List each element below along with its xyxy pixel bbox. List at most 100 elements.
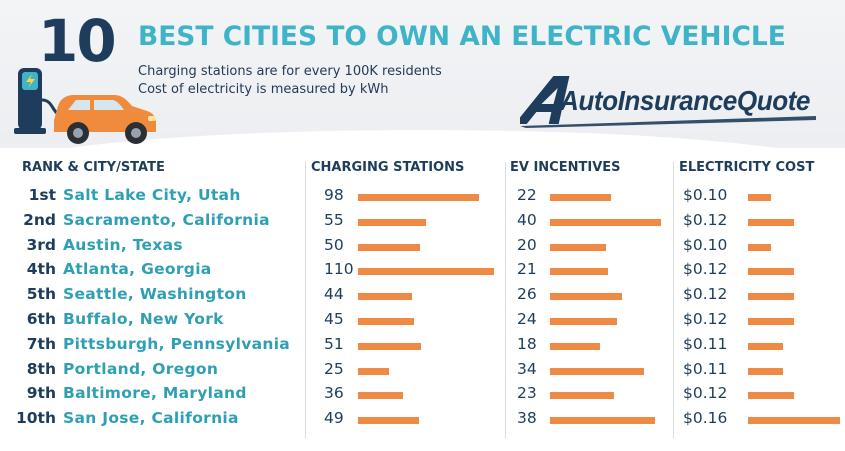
table-row: 8th Portland, Oregon 25 34 $0.11 <box>0 360 845 385</box>
incentives-value: 23 <box>517 384 537 403</box>
incentives-bar <box>550 194 611 201</box>
incentives-value: 20 <box>517 235 537 254</box>
rank-label: 5th <box>26 285 56 304</box>
column-divider <box>673 162 674 438</box>
subtitle-stations-note: Charging stations are for every 100K res… <box>138 64 442 79</box>
city-name: Portland, Oregon <box>63 359 219 378</box>
table-row: 4th Atlanta, Georgia 110 21 $0.12 <box>0 260 845 285</box>
incentives-value: 22 <box>517 186 537 204</box>
stations-bar <box>358 318 414 325</box>
electricity-cost-value: $0.10 <box>683 186 728 204</box>
rank-label: 9th <box>26 384 56 403</box>
table-row: 7th Pittsburgh, Pennsylvania 51 18 $0.11 <box>0 335 845 360</box>
ev-car-illustration <box>14 68 156 144</box>
rank-label: 3rd <box>26 235 56 254</box>
electricity-cost-value: $0.12 <box>683 310 728 328</box>
rank-label: 4th <box>26 260 56 279</box>
electricity-cost-bar <box>748 392 794 400</box>
city-name: Sacramento, California <box>63 210 270 229</box>
rank-label: 6th <box>26 310 56 328</box>
column-divider <box>305 162 306 438</box>
subtitle-electricity-note: Cost of electricity is measured by kWh <box>138 82 389 97</box>
table-row: 9th Baltimore, Maryland 36 23 $0.12 <box>0 384 845 409</box>
electricity-cost-value: $0.12 <box>683 384 728 403</box>
stations-value: 25 <box>324 359 344 378</box>
city-name: Austin, Texas <box>63 235 183 254</box>
city-name: Salt Lake City, Utah <box>63 186 241 204</box>
electricity-cost-value: $0.10 <box>683 235 728 254</box>
rank-label: 2nd <box>23 210 56 229</box>
stations-value: 45 <box>324 310 344 328</box>
electricity-cost-bar <box>748 342 783 350</box>
electricity-cost-bar <box>748 417 840 425</box>
column-divider <box>505 162 506 438</box>
rank-label: 7th <box>26 334 56 353</box>
table-row: 6th Buffalo, New York 45 24 $0.12 <box>0 310 845 335</box>
electricity-cost-value: $0.16 <box>683 409 728 428</box>
electricity-cost-value: $0.12 <box>683 285 728 304</box>
city-name: San Jose, California <box>63 409 239 428</box>
page-title: BEST CITIES TO OWN AN ELECTRIC VEHICLE <box>138 21 786 52</box>
city-name: Pittsburgh, Pennsylvania <box>63 334 291 353</box>
incentives-value: 34 <box>517 359 537 378</box>
stations-value: 55 <box>324 210 344 229</box>
stations-value: 44 <box>324 285 344 304</box>
column-header-stations: CHARGING STATIONS <box>311 160 465 175</box>
stations-bar <box>358 392 403 400</box>
table-row: 2nd Sacramento, California 55 40 $0.12 <box>0 211 845 236</box>
incentives-bar <box>550 293 622 301</box>
table-row: 1st Salt Lake City, Utah 98 22 $0.10 <box>0 186 845 211</box>
column-header-electricity: ELECTRICITY COST <box>679 160 815 175</box>
electricity-cost-value: $0.11 <box>683 334 728 353</box>
incentives-value: 38 <box>517 409 537 428</box>
stations-value: 50 <box>324 235 344 254</box>
stations-value: 51 <box>324 334 344 353</box>
incentives-bar <box>550 392 614 400</box>
table-row: 10th San Jose, California 49 38 $0.16 <box>0 409 845 434</box>
incentives-bar <box>550 218 661 226</box>
table-row: 5th Seattle, Washington 44 26 $0.12 <box>0 285 845 310</box>
electricity-cost-value: $0.12 <box>683 260 728 279</box>
stations-bar <box>358 342 421 350</box>
incentives-bar <box>550 318 617 325</box>
incentives-bar <box>550 342 600 350</box>
headline-number: 10 <box>38 7 117 75</box>
stations-bar <box>358 243 420 251</box>
incentives-value: 24 <box>517 310 537 328</box>
charging-station-icon <box>14 68 59 134</box>
stations-value: 98 <box>324 186 344 204</box>
electricity-cost-bar <box>748 243 771 251</box>
city-name: Atlanta, Georgia <box>63 260 212 279</box>
stations-bar <box>358 293 412 301</box>
city-name: Seattle, Washington <box>63 285 247 304</box>
stations-bar <box>358 417 419 425</box>
brand-logo: AutoInsuranceQuote <box>520 76 816 128</box>
table-row: 3rd Austin, Texas 50 20 $0.10 <box>0 236 845 261</box>
brand-name: AutoInsuranceQuote <box>559 85 810 116</box>
electricity-cost-bar <box>748 218 794 226</box>
rank-label: 1st <box>28 186 56 204</box>
electricity-cost-bar <box>748 194 771 201</box>
incentives-bar <box>550 367 644 375</box>
incentives-value: 26 <box>517 285 537 304</box>
stations-bar <box>358 367 389 375</box>
incentives-value: 40 <box>517 210 537 229</box>
rank-label: 10th <box>15 409 56 428</box>
stations-value: 49 <box>324 409 344 428</box>
electricity-cost-value: $0.11 <box>683 359 728 378</box>
rank-label: 8th <box>26 359 56 378</box>
incentives-bar <box>550 268 608 276</box>
incentives-bar <box>550 243 606 251</box>
electricity-cost-value: $0.12 <box>683 210 728 229</box>
incentives-value: 18 <box>517 334 537 353</box>
stations-bar <box>358 194 479 201</box>
car-icon <box>54 95 156 144</box>
stations-bar <box>358 268 494 276</box>
column-header-incentives: EV INCENTIVES <box>510 160 621 175</box>
city-name: Baltimore, Maryland <box>63 384 247 403</box>
electricity-cost-bar <box>748 293 794 301</box>
electricity-cost-bar <box>748 268 794 276</box>
column-header-rank-city: RANK & CITY/STATE <box>22 160 165 175</box>
city-name: Buffalo, New York <box>63 310 224 328</box>
incentives-value: 21 <box>517 260 537 279</box>
